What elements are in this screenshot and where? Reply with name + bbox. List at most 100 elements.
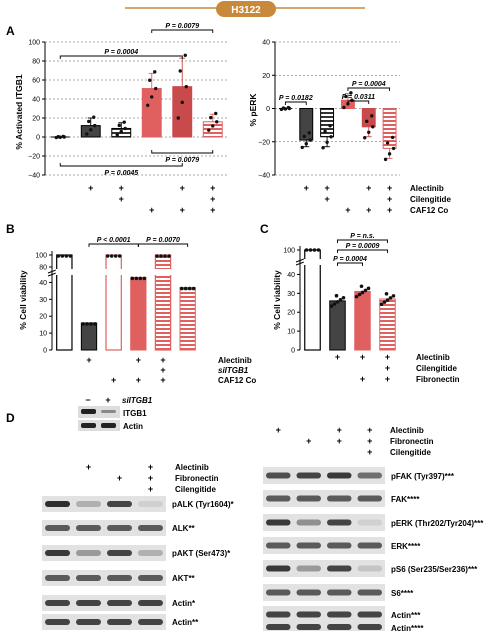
band [266, 542, 291, 549]
plus-sign: + [119, 194, 124, 204]
band [357, 565, 382, 572]
condition-label: CAF12 Co [410, 206, 448, 215]
band [357, 611, 382, 618]
condition-label: CAF12 Co [218, 376, 256, 385]
plus-sign: + [117, 473, 122, 483]
data-point [150, 95, 154, 99]
plus-sign: + [387, 205, 392, 215]
data-point [183, 53, 187, 57]
data-point [307, 131, 311, 135]
data-point [60, 254, 65, 258]
significance-bracket [337, 239, 388, 243]
y-tick-label: 40 [287, 272, 295, 279]
data-point [115, 133, 119, 137]
data-point [85, 132, 89, 136]
bar-break [303, 259, 322, 265]
plus-sign: + [88, 183, 93, 193]
data-point [159, 254, 163, 258]
y-tick-label: 40 [39, 280, 47, 287]
data-point [68, 254, 73, 258]
significance-bracket [59, 55, 183, 59]
band [138, 575, 163, 581]
band [138, 619, 163, 625]
plus-sign: + [160, 375, 165, 385]
data-point [387, 152, 392, 156]
condition-label: Cilengitide [175, 485, 216, 494]
band-label: pERK (Thr202/Tyr204)*** [391, 519, 484, 528]
plus-sign: + [304, 183, 309, 193]
data-point [385, 298, 390, 302]
band [45, 600, 70, 606]
bar [179, 287, 196, 351]
blot-panel [42, 595, 166, 611]
y-tick-label: 30 [287, 291, 295, 298]
data-point [390, 135, 395, 140]
data-point [64, 254, 69, 258]
panel-letter-b: B [6, 222, 15, 236]
blot-panel [263, 584, 385, 601]
data-point [119, 129, 123, 134]
data-point [335, 300, 340, 304]
bar [382, 108, 397, 149]
significance-label: P = n.s. [350, 233, 375, 240]
band [101, 423, 116, 428]
data-point [391, 146, 396, 151]
band [357, 589, 382, 596]
data-point [209, 115, 213, 120]
bar [379, 298, 396, 351]
band-label: S6**** [391, 589, 414, 598]
data-point [316, 248, 321, 252]
y-tick-label: 80 [39, 265, 47, 272]
data-point [354, 294, 359, 299]
data-point [211, 124, 215, 128]
annotations: Alectinib+ + + + + + + +Cilengitide+ + + +CAF12 Co… [88, 183, 451, 215]
data-point [304, 142, 308, 146]
y-tick-label: 40 [32, 97, 40, 104]
plus-sign: + [385, 363, 390, 373]
y-tick-label: 20 [32, 116, 40, 123]
data-point [302, 134, 306, 139]
data-point [146, 103, 150, 107]
y-tick-label: 20 [39, 314, 47, 321]
data-point [363, 288, 368, 293]
bar [202, 121, 223, 138]
bar [105, 254, 122, 351]
band [357, 519, 382, 526]
plus-sign: + [136, 355, 141, 365]
blot-panel [42, 570, 166, 586]
data-point [187, 286, 192, 291]
axis-break [47, 269, 57, 274]
data-point [142, 276, 147, 281]
band [107, 525, 132, 531]
bar-break [55, 269, 73, 275]
data-point [85, 322, 89, 326]
data-point [105, 254, 110, 258]
band [76, 550, 101, 556]
y-tick-label: 100 [28, 40, 40, 47]
condition-label: Cilengitide [390, 448, 431, 457]
band-label: pS6 (Ser235/Ser236)*** [391, 565, 478, 574]
significance-label: P < 0.0001 [97, 237, 131, 244]
data-point [357, 292, 362, 297]
band [76, 600, 101, 606]
band [45, 525, 70, 531]
plus-sign: + [136, 375, 141, 385]
bar-break [154, 269, 172, 275]
data-point [332, 302, 337, 306]
bar [299, 108, 314, 141]
data-point [349, 91, 353, 95]
plus-sign: + [119, 183, 124, 193]
blot-panel [263, 537, 385, 554]
data-point [325, 140, 329, 144]
band [45, 619, 70, 625]
band [327, 589, 352, 596]
significance-label: P = 0.0004 [333, 256, 367, 263]
band [138, 550, 163, 556]
band-label: ALK** [172, 524, 196, 533]
condition-label: Cilengitide [410, 195, 451, 204]
data-point [134, 276, 139, 281]
blot-panel [42, 520, 166, 536]
data-point [308, 248, 313, 252]
axis-break [295, 261, 305, 266]
